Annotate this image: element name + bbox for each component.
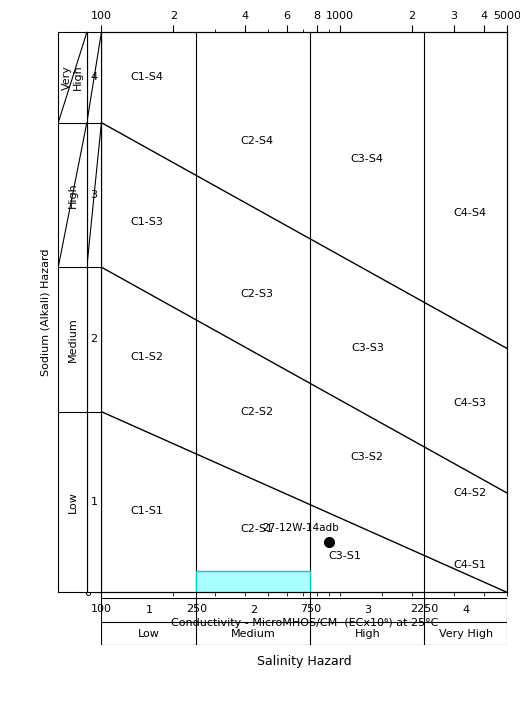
Text: 27-12W-14adb: 27-12W-14adb (262, 523, 339, 533)
Text: Salinity Hazard: Salinity Hazard (257, 655, 352, 668)
Text: C2-S1: C2-S1 (241, 524, 274, 534)
Text: C4-S1: C4-S1 (453, 560, 487, 570)
Text: 4: 4 (462, 605, 469, 615)
Text: C1-S4: C1-S4 (131, 73, 163, 83)
Text: C4-S2: C4-S2 (453, 488, 487, 498)
Text: Medium: Medium (231, 629, 276, 638)
Text: Medium: Medium (68, 317, 77, 362)
Text: C3-S4: C3-S4 (351, 154, 384, 164)
Text: C4-S3: C4-S3 (453, 398, 487, 408)
Text: 2: 2 (90, 335, 98, 345)
Text: C3-S3: C3-S3 (351, 343, 384, 353)
Text: C2-S3: C2-S3 (241, 289, 274, 299)
Text: C1-S3: C1-S3 (131, 217, 163, 227)
Text: C2-S4: C2-S4 (241, 136, 274, 146)
Text: 3: 3 (90, 190, 98, 200)
Text: Low: Low (68, 491, 77, 513)
Text: High: High (355, 629, 380, 638)
Bar (197, 571, 310, 592)
Text: C3-S1: C3-S1 (329, 551, 361, 561)
Text: 3: 3 (364, 605, 371, 615)
Text: 1: 1 (90, 497, 98, 507)
Text: Very High: Very High (438, 629, 492, 638)
X-axis label: Conductivity - MicroMHOS/CM  (ECx10⁶) at 25°C: Conductivity - MicroMHOS/CM (ECx10⁶) at … (171, 618, 438, 628)
Text: 4: 4 (90, 73, 98, 83)
Text: Sodium (Alkali) Hazard: Sodium (Alkali) Hazard (40, 248, 50, 376)
Y-axis label: Sodium-Adsorption Ratio (SAR): Sodium-Adsorption Ratio (SAR) (62, 226, 73, 398)
Text: 1: 1 (146, 605, 152, 615)
Text: 2: 2 (250, 605, 257, 615)
Text: C2-S2: C2-S2 (241, 406, 274, 416)
Text: Low: Low (138, 629, 160, 638)
Text: Very
High: Very High (62, 65, 83, 90)
Text: C1-S1: C1-S1 (131, 506, 163, 516)
Text: C4-S4: C4-S4 (453, 208, 487, 218)
Text: C1-S2: C1-S2 (131, 353, 163, 363)
Text: C3-S2: C3-S2 (351, 452, 384, 462)
Text: High: High (68, 182, 77, 208)
